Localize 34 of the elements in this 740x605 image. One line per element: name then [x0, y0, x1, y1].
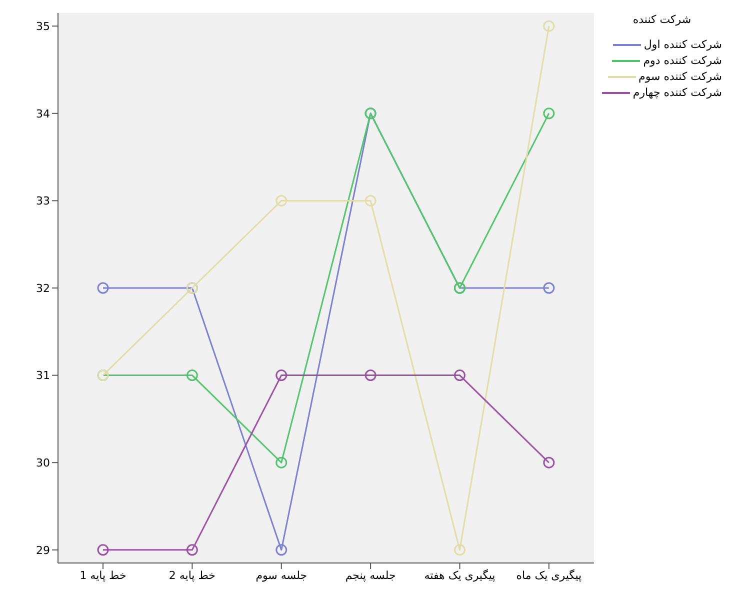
x-tick-label: خط پایه 1	[80, 568, 126, 582]
y-tick-label: 29	[36, 544, 50, 557]
point	[276, 194, 288, 206]
point	[454, 370, 466, 382]
y-tick-label: 34	[36, 107, 50, 120]
x-tick-label: جلسه سوم	[256, 568, 308, 582]
point	[543, 108, 555, 120]
point	[276, 544, 288, 556]
point	[276, 456, 288, 468]
y-tick-label: 35	[36, 20, 50, 33]
point	[97, 282, 109, 294]
point	[364, 194, 376, 206]
y-tick-label: 31	[36, 369, 50, 382]
point	[276, 370, 288, 382]
x-tick-label: جلسه پنجم	[345, 568, 396, 582]
point	[186, 370, 198, 382]
legend-label: شرکت کننده اول	[644, 38, 722, 51]
point	[454, 544, 466, 556]
y-tick-label: 32	[36, 282, 50, 295]
legend-label: شرکت کننده سوم	[638, 70, 722, 83]
y-tick-label: 33	[36, 194, 50, 208]
legend-title: شرکت کننده	[632, 13, 692, 26]
point	[186, 544, 198, 556]
point	[97, 544, 109, 556]
legend-label: شرکت کننده دوم	[643, 54, 722, 67]
point	[543, 20, 555, 32]
x-tick-label: خط پایه 2	[168, 568, 216, 582]
x-tick-label: پیگیری یک ماه	[516, 568, 582, 582]
point	[364, 370, 376, 382]
point	[543, 456, 555, 468]
point	[543, 282, 555, 294]
x-tick-label: پیگیری یک هفته	[424, 568, 496, 582]
legend-label: شرکت کننده چهارم	[632, 86, 722, 99]
y-tick-label: 30	[36, 456, 50, 470]
